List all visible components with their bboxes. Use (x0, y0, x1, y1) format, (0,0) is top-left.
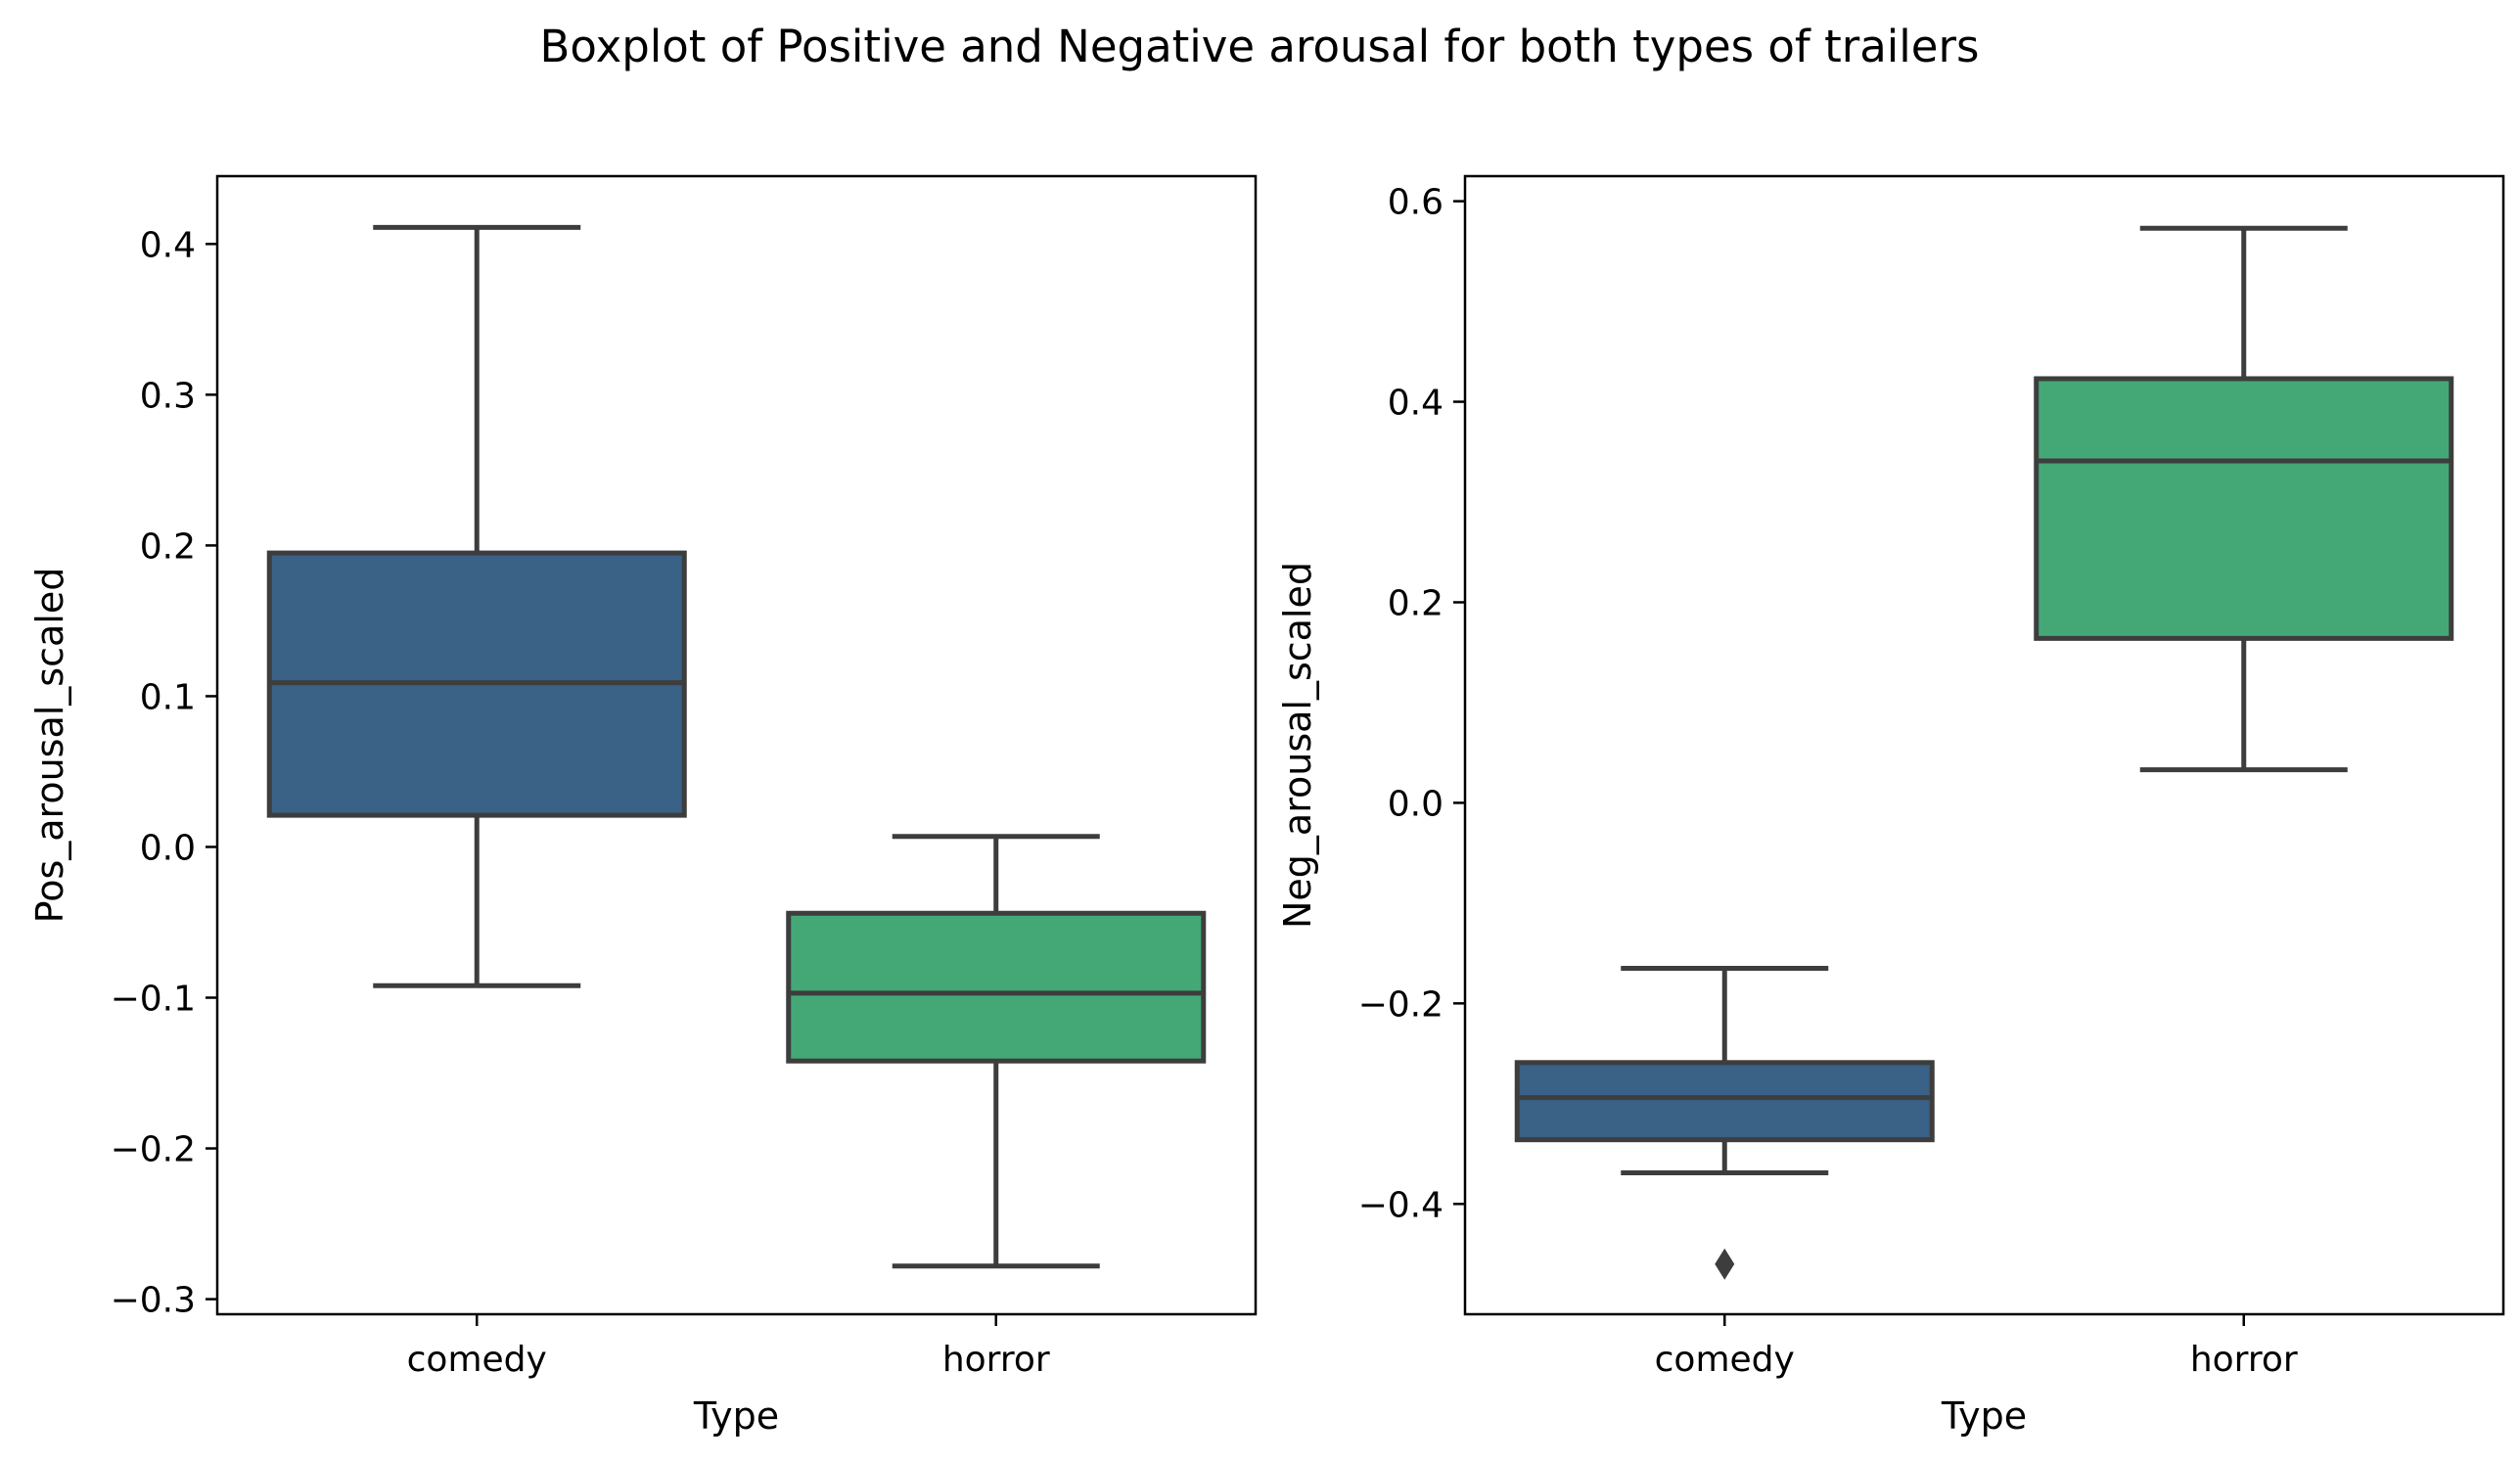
iqr-box (786, 910, 1207, 1064)
y-tick-label: 0.0 (140, 828, 196, 868)
subplot-2: −0.4 −0.2 0.0 0.2 0.4 0.6 comedy horror Type Neg_… (1276, 174, 2505, 1438)
y-tick-label: 0.1 (140, 677, 196, 717)
box-comedy (1514, 965, 1935, 1280)
y-tick-label: 0.4 (1388, 384, 1443, 424)
y-tick-label: 0.3 (140, 376, 196, 416)
axes-frame (215, 174, 1258, 1316)
y-tick-label: −0.2 (1358, 984, 1443, 1025)
y-tick-label: −0.1 (111, 980, 196, 1020)
iqr-box (1514, 1060, 1935, 1143)
box-horror (786, 834, 1207, 1269)
y-tick-label: 0.6 (1388, 183, 1443, 223)
x-tick-label: comedy (407, 1340, 547, 1380)
x-axis-label: Type (693, 1394, 779, 1438)
outlier-point (1715, 1248, 1735, 1280)
y-tick-label: 0.2 (140, 526, 196, 567)
y-tick-label: −0.3 (111, 1281, 196, 1321)
x-axis-label: Type (1941, 1394, 2027, 1438)
y-tick-label: −0.2 (111, 1130, 196, 1170)
subplot-1: −0.3 −0.2 −0.1 0.0 0.1 0.2 0.3 0.4 comedy horror T… (28, 174, 1258, 1438)
y-tick-label: 0.0 (1388, 784, 1443, 824)
axes-frame (1463, 174, 2505, 1316)
box-comedy (266, 224, 687, 988)
box-horror (2034, 225, 2454, 773)
x-tick-label: horror (2190, 1340, 2298, 1380)
x-tick-label: horror (942, 1340, 1050, 1380)
y-tick-label: −0.4 (1358, 1185, 1443, 1225)
figure-title: Boxplot of Positive and Negative arousal… (540, 21, 1980, 72)
y-tick-label: 0.4 (140, 225, 196, 265)
y-axis-label: Neg_arousal_scaled (1276, 562, 1319, 929)
x-tick-label: comedy (1655, 1340, 1795, 1380)
iqr-box (2034, 376, 2454, 641)
y-axis-label: Pos_arousal_scaled (28, 568, 71, 924)
y-tick-label: 0.2 (1388, 583, 1443, 623)
